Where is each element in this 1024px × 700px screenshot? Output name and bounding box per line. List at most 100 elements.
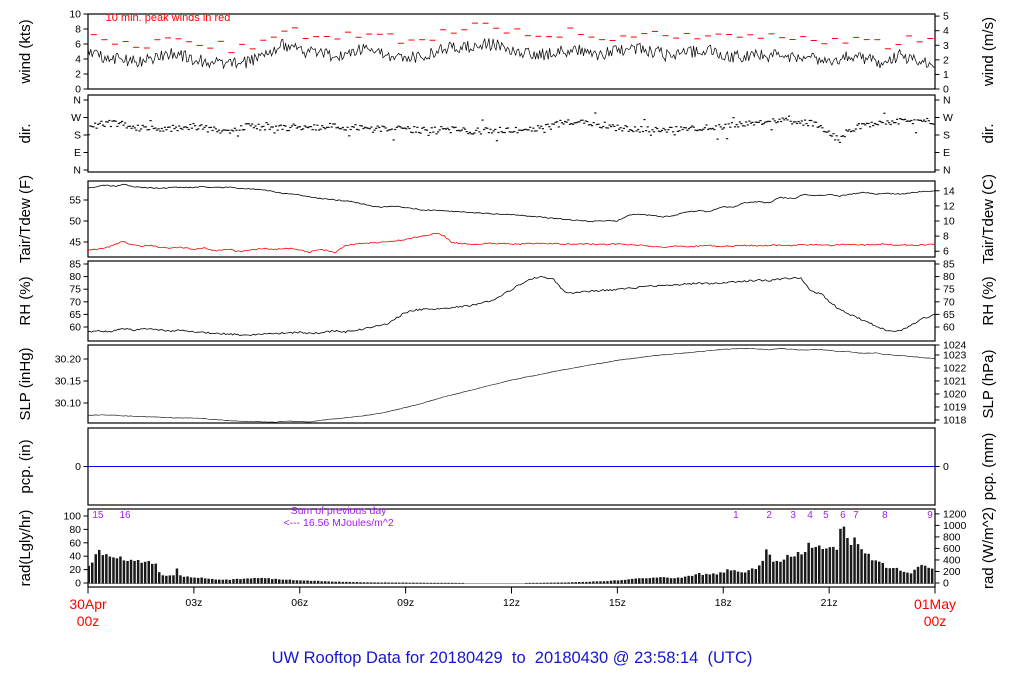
dir-scatter — [678, 130, 681, 132]
dir-scatter — [95, 127, 98, 129]
dir-scatter — [830, 135, 833, 137]
rad-bars — [761, 560, 764, 584]
dir-scatter — [470, 133, 473, 135]
dir-scatter — [446, 127, 449, 129]
dir-scatter — [197, 128, 200, 130]
rad-bars — [119, 556, 122, 584]
dir-scatter — [883, 112, 886, 114]
dir-scatter — [138, 130, 141, 132]
rad-bars — [839, 528, 842, 584]
dir-scatter — [422, 126, 425, 128]
dir-scatter — [835, 135, 838, 137]
dir-scatter — [298, 126, 301, 128]
dir-scatter — [843, 136, 846, 138]
rad-bars — [698, 573, 701, 584]
dir-scatter — [384, 127, 387, 129]
rh-right-tick-label: 70 — [943, 296, 955, 308]
dir-scatter — [383, 126, 386, 128]
dir-scatter — [221, 130, 224, 132]
dir-scatter — [124, 122, 127, 124]
dir-scatter — [575, 122, 578, 124]
rad-bars — [260, 577, 263, 584]
dir-scatter — [232, 130, 235, 132]
dir-scatter — [884, 123, 887, 125]
pcp-left-tick-label: 0 — [75, 461, 81, 473]
dir-scatter — [783, 119, 786, 121]
dir-scatter — [302, 128, 305, 130]
dir-scatter — [456, 130, 459, 132]
dir-scatter — [208, 126, 211, 129]
dir-scatter — [770, 129, 773, 131]
slp-line — [87, 347, 936, 423]
tair-right-tick-label: 8 — [943, 231, 949, 243]
rad-right-tick-label: 1200 — [943, 508, 967, 520]
dir-scatter — [921, 120, 924, 122]
dir-scatter — [899, 118, 902, 120]
rad-bars — [892, 568, 895, 584]
dir-scatter — [373, 129, 376, 131]
dir-scatter — [738, 121, 741, 123]
rad-hour-marker: 5 — [823, 510, 829, 521]
dir-scatter — [522, 129, 525, 131]
rad-bars — [362, 582, 366, 584]
dir-scatter — [317, 129, 321, 131]
rad-bars — [105, 554, 108, 584]
rad-bars — [715, 574, 719, 584]
dir-scatter — [676, 130, 679, 132]
rad-bars — [602, 581, 606, 584]
dir-scatter — [680, 126, 683, 128]
rad-right-tick-label: 400 — [943, 554, 961, 566]
slp-left-tick-label: 30.15 — [55, 376, 81, 388]
rad-bars — [881, 563, 884, 584]
tair-left-tick-label: 45 — [69, 237, 81, 249]
slp-left-axis-title: SLP (inHg) — [17, 347, 34, 420]
slp-right-axis-title: SLP (hPa) — [980, 350, 997, 419]
rad-bars — [168, 575, 172, 584]
tair-left-tick-label: 50 — [69, 216, 81, 228]
dir-scatter — [552, 123, 556, 125]
rad-bars — [916, 566, 920, 584]
dir-scatter — [765, 121, 768, 123]
rad-bars — [810, 547, 814, 584]
dir-scatter — [141, 124, 144, 126]
tair-right-tick-label: 6 — [943, 246, 949, 258]
dir-scatter — [444, 128, 448, 130]
rad-bars — [581, 581, 584, 584]
dir-scatter — [260, 126, 263, 128]
dir-scatter — [700, 129, 703, 131]
wind-left-tick-label: 0 — [75, 84, 81, 96]
dir-scatter — [101, 124, 105, 126]
time-axis-tick-label: 03z — [185, 597, 202, 609]
rad-bars — [676, 577, 680, 584]
rad-bars — [634, 578, 637, 584]
dir-scatter — [395, 126, 398, 128]
dir-scatter — [491, 132, 494, 134]
dir-scatter — [594, 112, 597, 114]
dir-scatter — [417, 131, 421, 134]
dir-scatter — [853, 130, 856, 132]
dir-scatter — [516, 132, 519, 134]
dir-scatter — [505, 127, 508, 129]
dir-scatter — [211, 129, 214, 132]
rad-bars — [535, 582, 539, 584]
rad-left-tick-label: 0 — [75, 578, 81, 590]
rad-bars — [870, 560, 874, 584]
dir-scatter — [889, 123, 892, 126]
dir-scatter — [916, 119, 919, 121]
dir-scatter — [818, 126, 821, 128]
dir-scatter — [892, 122, 895, 124]
dir-scatter — [778, 118, 781, 120]
start-time-label: 00z — [77, 613, 100, 629]
dir-scatter — [781, 117, 784, 119]
dir-scatter — [560, 122, 564, 124]
dir-scatter — [591, 125, 594, 127]
rad-bars — [588, 581, 592, 584]
dir-scatter — [187, 128, 190, 131]
rad-bars — [352, 582, 355, 584]
dir-scatter — [297, 126, 300, 128]
rad-bars — [309, 580, 313, 584]
dir-scatter — [537, 125, 540, 127]
dir-scatter — [897, 123, 900, 125]
dir-scatter — [737, 126, 740, 128]
rad-bars — [655, 577, 659, 584]
